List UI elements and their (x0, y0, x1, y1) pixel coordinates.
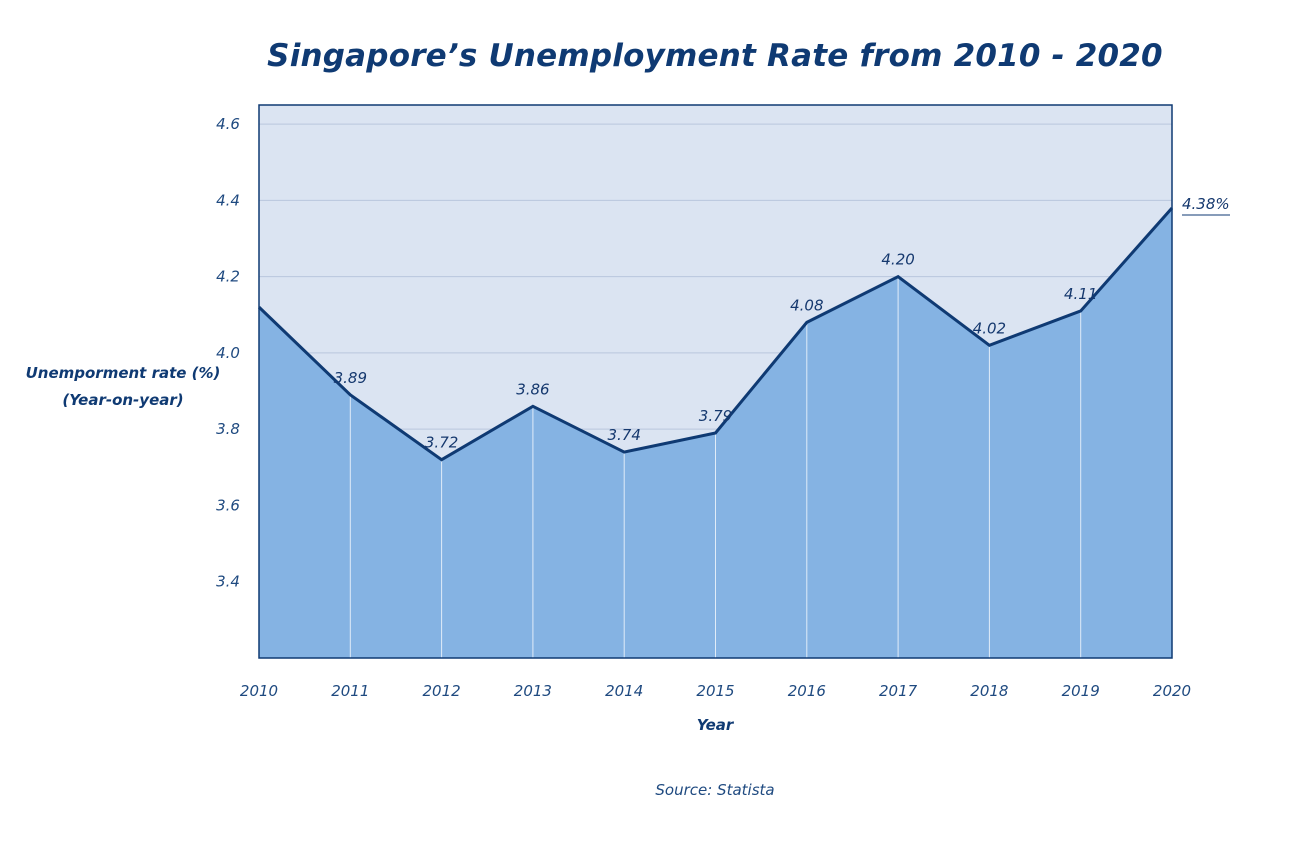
y-axis-label-line-2: (Year-on-year) (62, 391, 184, 409)
data-label: 3.74 (607, 426, 640, 444)
chart-title: Singapore’s Unemployment Rate from 2010 … (267, 38, 1163, 74)
data-label: 4.20 (881, 251, 914, 269)
x-tick-label: 2013 (514, 682, 552, 700)
x-axis-label: Year (696, 716, 734, 734)
data-label: 4.02 (973, 319, 1006, 337)
y-tick-label: 3.8 (216, 420, 240, 438)
series-line (257, 206, 1174, 462)
x-tick-label: 2010 (240, 682, 278, 700)
y-tick-label: 4.2 (216, 268, 240, 286)
x-tick-label: 2015 (696, 682, 734, 700)
data-label: 3.79 (699, 407, 732, 425)
data-label: 3.89 (334, 369, 367, 387)
plot-border (258, 104, 1173, 659)
y-tick-label: 4.4 (216, 191, 240, 209)
x-tick-label: 2014 (605, 682, 643, 700)
x-tick-label: 2017 (879, 682, 918, 700)
x-tick-label: 2012 (423, 682, 461, 700)
data-label: 3.86 (516, 380, 549, 398)
vertical-guides (349, 276, 1082, 658)
y-tick-label: 3.4 (216, 573, 240, 591)
data-labels: 3.89 3.72 3.86 3.74 3.79 4.08 4.20 4.02 4.11 4.38… (334, 195, 1230, 452)
x-tick-label: 2016 (788, 682, 826, 700)
x-tick-labels: 2010 2011 2012 2013 2014 2015 2016 2017 2018 2019… (240, 682, 1191, 700)
x-tick-label: 2018 (970, 682, 1008, 700)
x-tick-label: 2011 (331, 682, 369, 700)
y-tick-labels: 3.4 3.6 3.8 4.0 4.2 4.4 4.6 (216, 115, 240, 591)
y-axis-label-line-1: Unemporment rate (%) (25, 364, 221, 382)
source-note: Source: Statista (655, 781, 775, 799)
data-label: 3.72 (425, 434, 458, 452)
y-tick-label: 4.0 (216, 344, 240, 362)
data-label: 4.11 (1064, 285, 1097, 303)
y-tick-label: 3.6 (216, 496, 240, 514)
x-tick-label: 2019 (1062, 682, 1100, 700)
data-label: 4.38% (1182, 195, 1230, 213)
y-axis-label: Unemporment rate (%) (Year-on-year) (18, 360, 228, 414)
y-tick-label: 4.6 (216, 115, 240, 133)
data-label: 4.08 (790, 296, 823, 314)
x-tick-label: 2020 (1153, 682, 1191, 700)
